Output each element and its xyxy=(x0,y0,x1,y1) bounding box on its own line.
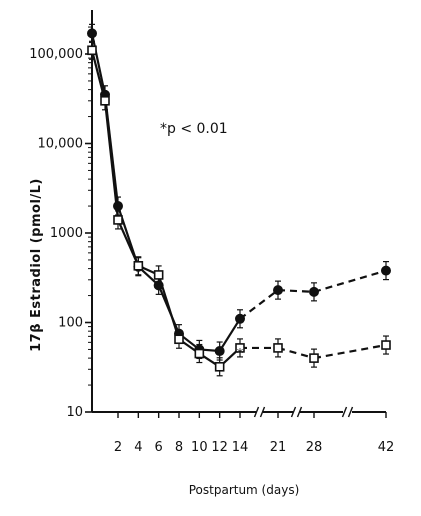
axis-break-mark xyxy=(296,406,303,418)
series-2-line-segment xyxy=(277,346,315,360)
series-2-point xyxy=(133,261,144,271)
y-axis-title: 17β Estradiol (pmol/L) xyxy=(29,178,44,352)
y-tick-label: 10 xyxy=(66,405,83,420)
x-tick-label: 6 xyxy=(155,440,163,455)
series-1-point xyxy=(381,265,391,276)
series-2-line-segment xyxy=(313,343,387,360)
plot-area: * xyxy=(87,23,391,377)
series-1-point xyxy=(235,313,245,324)
x-tick-label: 14 xyxy=(232,440,249,455)
series-1-line-segment xyxy=(313,269,387,293)
series-2-point xyxy=(153,270,164,280)
x-tick-label: 4 xyxy=(134,440,142,455)
series-1-line-segment xyxy=(239,289,279,320)
series-1-line-segment xyxy=(90,33,107,96)
x-tick-label: 42 xyxy=(378,440,395,455)
series-2-point xyxy=(194,348,205,359)
x-axis-title: Postpartum (days) xyxy=(189,483,300,497)
series-2-point xyxy=(174,334,184,345)
significance-marker: * xyxy=(237,347,244,362)
series-2-point xyxy=(214,361,225,372)
axis-break-mark xyxy=(347,406,354,418)
series-1-point xyxy=(309,286,319,297)
x-tick-label: 21 xyxy=(270,440,287,455)
x-tick-label: 10 xyxy=(191,440,208,455)
series-2-line-segment xyxy=(157,274,181,340)
series-2-line-segment xyxy=(90,50,107,102)
series-2-line-segment xyxy=(116,219,140,267)
series-2-point xyxy=(381,340,391,350)
series-1-line-segment xyxy=(277,289,315,293)
x-tick-label: 28 xyxy=(306,440,323,455)
series-2-point xyxy=(273,343,283,353)
x-tick-label: 2 xyxy=(114,440,122,455)
axis-break-mark xyxy=(253,406,260,418)
axis-break-mark xyxy=(259,406,266,418)
series-2-point xyxy=(309,353,319,363)
x-tick-label: 8 xyxy=(175,440,183,455)
series-2-point xyxy=(235,343,245,353)
y-tick-label: 1000 xyxy=(50,226,83,241)
y-tick-label: 10,000 xyxy=(38,137,84,152)
significance-annotation: *p < 0.01 xyxy=(160,121,228,137)
series-1-point xyxy=(273,285,283,296)
series-1-point xyxy=(113,201,123,212)
series-2-point xyxy=(87,45,97,56)
series-1-line-segment xyxy=(218,318,241,352)
series-2-line-segment xyxy=(103,100,120,221)
axis-break-mark xyxy=(290,406,297,418)
series-2-point xyxy=(113,215,123,225)
series-1-point xyxy=(87,28,97,39)
axis-break-mark xyxy=(341,406,348,418)
y-tick-label: 100,000 xyxy=(29,47,83,62)
y-tick-label: 100 xyxy=(58,316,83,331)
series-2-point xyxy=(100,95,110,106)
x-tick-label: 12 xyxy=(211,440,228,455)
series-1-point xyxy=(214,346,225,357)
